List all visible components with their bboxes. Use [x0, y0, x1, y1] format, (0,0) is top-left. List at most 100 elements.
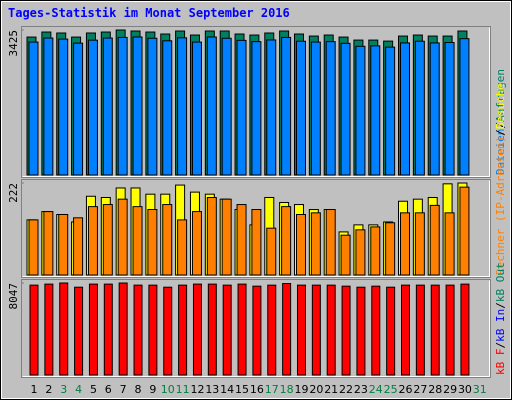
- bar: [88, 283, 98, 376]
- bar: [178, 284, 188, 376]
- bar: [206, 36, 217, 176]
- bar: [221, 198, 232, 276]
- x-tick-label: 23: [354, 383, 368, 396]
- bar: [251, 209, 262, 276]
- bar: [325, 41, 336, 176]
- x-tick-label: 18: [280, 383, 294, 396]
- bar: [267, 284, 277, 376]
- bar: [459, 38, 470, 176]
- bar: [102, 37, 113, 176]
- x-tick-label: 10: [161, 383, 175, 396]
- bar: [43, 37, 54, 176]
- x-tick-label: 1: [31, 383, 38, 396]
- bar: [148, 284, 158, 376]
- bar: [192, 283, 202, 376]
- bar: [58, 213, 69, 276]
- bar: [429, 204, 440, 276]
- bar: [370, 45, 381, 176]
- x-tick-label: 6: [105, 383, 112, 396]
- bar: [310, 41, 321, 176]
- x-tick-label: 26: [399, 383, 413, 396]
- x-tick-label: 9: [149, 383, 156, 396]
- bar: [400, 42, 410, 176]
- legend: Rechner (IP-Adressen)/Besuche: [494, 83, 507, 275]
- y-tick-label: 8047: [7, 283, 20, 310]
- x-tick-label: 28: [428, 383, 442, 396]
- bar: [266, 227, 277, 276]
- bar: [236, 204, 247, 276]
- legend-separator: /: [494, 129, 507, 136]
- bar: [326, 284, 336, 376]
- legend: Dateien/Anfragen: [494, 69, 507, 175]
- bar: [237, 283, 247, 376]
- bar: [87, 39, 98, 176]
- bar: [414, 212, 425, 276]
- bar: [430, 284, 440, 376]
- x-tick-label: 29: [443, 383, 457, 396]
- legend: kB F/kB In/kB Out: [494, 262, 507, 375]
- x-tick-label: 17: [265, 383, 279, 396]
- x-tick-label: 14: [220, 383, 234, 396]
- x-tick-label: 3: [60, 383, 67, 396]
- x-tick-label: 7: [120, 383, 127, 396]
- legend-separator: /: [494, 122, 507, 129]
- bar: [206, 197, 217, 276]
- bar: [385, 222, 396, 276]
- x-tick-label: 11: [176, 383, 190, 396]
- legend-entry: kB F: [494, 349, 507, 376]
- bar: [341, 285, 351, 376]
- legend-entry: Rechner (IP-Adressen): [494, 136, 507, 275]
- bar: [29, 284, 39, 376]
- bar: [281, 206, 292, 276]
- bar: [252, 285, 262, 376]
- bar: [103, 283, 113, 376]
- x-tick-label: 4: [75, 383, 82, 396]
- bar: [132, 206, 143, 276]
- bar: [340, 234, 351, 276]
- bar: [295, 213, 306, 276]
- chart-title: Tages-Statistik im Monat September 2016: [8, 6, 290, 20]
- panel-bevel: [22, 280, 490, 377]
- legend-entry: Anfragen: [494, 69, 507, 122]
- bar: [147, 209, 158, 276]
- bar: [74, 286, 84, 376]
- legend-separator: /: [494, 302, 507, 309]
- x-tick-label: 19: [294, 383, 308, 396]
- x-tick-label: 20: [309, 383, 323, 396]
- bar: [207, 283, 217, 376]
- bar: [191, 211, 202, 276]
- bar: [222, 284, 232, 376]
- bar: [386, 286, 396, 376]
- x-tick-label: 16: [250, 383, 264, 396]
- bar: [102, 204, 113, 276]
- bar: [162, 204, 173, 276]
- bar: [445, 284, 455, 376]
- panel-bevel: [22, 27, 490, 177]
- bar: [177, 37, 188, 176]
- bar: [460, 283, 470, 376]
- legend-entry: kB Out: [494, 262, 507, 302]
- legend-entry: Besuche: [494, 83, 507, 129]
- x-tick-label: 27: [413, 383, 427, 396]
- bar: [44, 283, 54, 376]
- bar: [87, 206, 98, 276]
- bar: [59, 282, 69, 376]
- bar: [325, 209, 336, 276]
- bar: [162, 40, 173, 176]
- bar: [73, 42, 84, 176]
- bar: [415, 284, 425, 376]
- legend-separator: /: [494, 342, 507, 349]
- bar: [118, 282, 128, 376]
- bar: [400, 212, 410, 276]
- bar: [236, 39, 247, 176]
- bar: [356, 286, 366, 376]
- bar: [28, 41, 39, 176]
- bar: [73, 217, 84, 276]
- bar: [133, 284, 143, 376]
- bar: [251, 41, 262, 176]
- bar: [132, 36, 143, 176]
- x-tick-label: 13: [205, 383, 219, 396]
- bar: [117, 198, 128, 276]
